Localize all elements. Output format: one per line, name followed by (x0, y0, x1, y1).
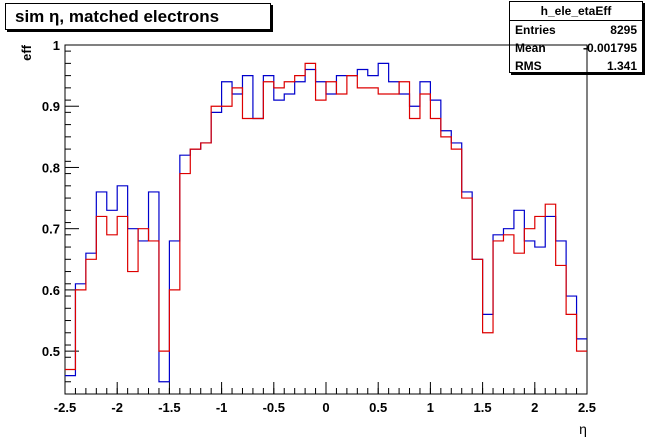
x-tick-label: 2.5 (578, 400, 596, 415)
y-tick-label: 0.5 (42, 344, 60, 359)
x-tick-label: 1 (427, 400, 434, 415)
x-tick-label: -1.5 (158, 400, 180, 415)
chart-title: sim η, matched electrons (15, 7, 220, 26)
y-tick-label: 0.6 (42, 283, 60, 298)
x-tick-label: 0.5 (369, 400, 387, 415)
stats-key-rms: RMS (515, 59, 542, 73)
x-tick-label: 0 (322, 400, 329, 415)
y-axis-ticks: 0.5 0.6 0.7 0.8 0.9 1 (42, 38, 79, 383)
stats-row-entries: Entries 8295 (515, 21, 637, 39)
y-axis-label: eff (19, 44, 34, 61)
x-tick-label: -2 (111, 400, 123, 415)
series-layer (65, 62, 587, 383)
stats-name: h_ele_etaEff (510, 2, 642, 21)
x-tick-label: -2.5 (54, 400, 76, 415)
series-1-line (65, 62, 587, 383)
stats-value-entries: 8295 (610, 23, 637, 37)
stats-box: h_ele_etaEff Entries 8295 Mean -0.001795… (509, 1, 643, 73)
x-tick-label: 1.5 (474, 400, 492, 415)
x-tick-label: -0.5 (263, 400, 285, 415)
y-tick-label: 0.7 (42, 222, 60, 237)
stats-key-entries: Entries (515, 23, 556, 37)
stats-value-rms: 1.341 (606, 59, 637, 73)
stats-row-rms: RMS 1.341 (515, 57, 637, 75)
y-tick-label: 0.8 (42, 160, 60, 175)
x-tick-label: -1 (216, 400, 228, 415)
x-axis-label: η (579, 421, 587, 437)
series-2-line (65, 62, 587, 371)
y-tick-label: 0.9 (42, 99, 60, 114)
y-tick-label: 1 (53, 38, 60, 53)
title-box: sim η, matched electrons (5, 3, 271, 30)
x-tick-label: 2 (531, 400, 538, 415)
x-axis-ticks: -2.5 -2 -1.5 -1 -0.5 0 0.5 1 1.5 2 2.5 (54, 382, 596, 415)
stats-value-mean: -0.001795 (582, 41, 637, 55)
